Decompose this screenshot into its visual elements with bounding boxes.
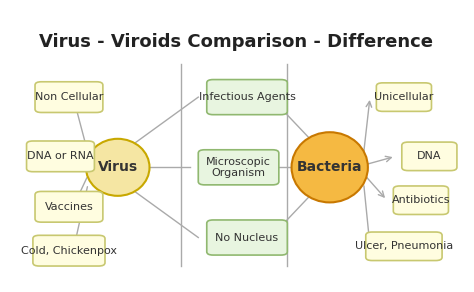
Text: Microscopic
Organism: Microscopic Organism <box>206 157 271 178</box>
Text: Vaccines: Vaccines <box>45 202 93 212</box>
FancyBboxPatch shape <box>27 141 94 172</box>
FancyBboxPatch shape <box>35 192 103 222</box>
FancyBboxPatch shape <box>393 186 448 215</box>
FancyBboxPatch shape <box>35 82 103 112</box>
Text: Cold, Chickenpox: Cold, Chickenpox <box>21 246 117 256</box>
Text: Unicellular: Unicellular <box>374 92 434 102</box>
FancyBboxPatch shape <box>366 232 442 260</box>
FancyBboxPatch shape <box>207 79 287 115</box>
FancyBboxPatch shape <box>402 142 457 171</box>
Text: DNA: DNA <box>417 151 442 161</box>
Ellipse shape <box>86 139 149 196</box>
Text: No Nucleus: No Nucleus <box>216 232 279 243</box>
Ellipse shape <box>292 132 368 202</box>
FancyBboxPatch shape <box>207 220 287 255</box>
Text: Ulcer, Pneumonia: Ulcer, Pneumonia <box>355 241 453 251</box>
FancyBboxPatch shape <box>198 150 279 185</box>
FancyBboxPatch shape <box>33 235 105 266</box>
FancyBboxPatch shape <box>376 83 431 111</box>
Text: Infectious Agents: Infectious Agents <box>199 92 295 102</box>
Text: Bacteria: Bacteria <box>297 160 363 174</box>
Title: Virus - Viroids Comparison - Difference: Virus - Viroids Comparison - Difference <box>39 32 433 51</box>
Text: Non Cellular: Non Cellular <box>35 92 103 102</box>
Text: Antibiotics: Antibiotics <box>392 195 450 205</box>
Text: DNA or RNA: DNA or RNA <box>27 151 94 161</box>
Text: Virus: Virus <box>98 160 138 174</box>
